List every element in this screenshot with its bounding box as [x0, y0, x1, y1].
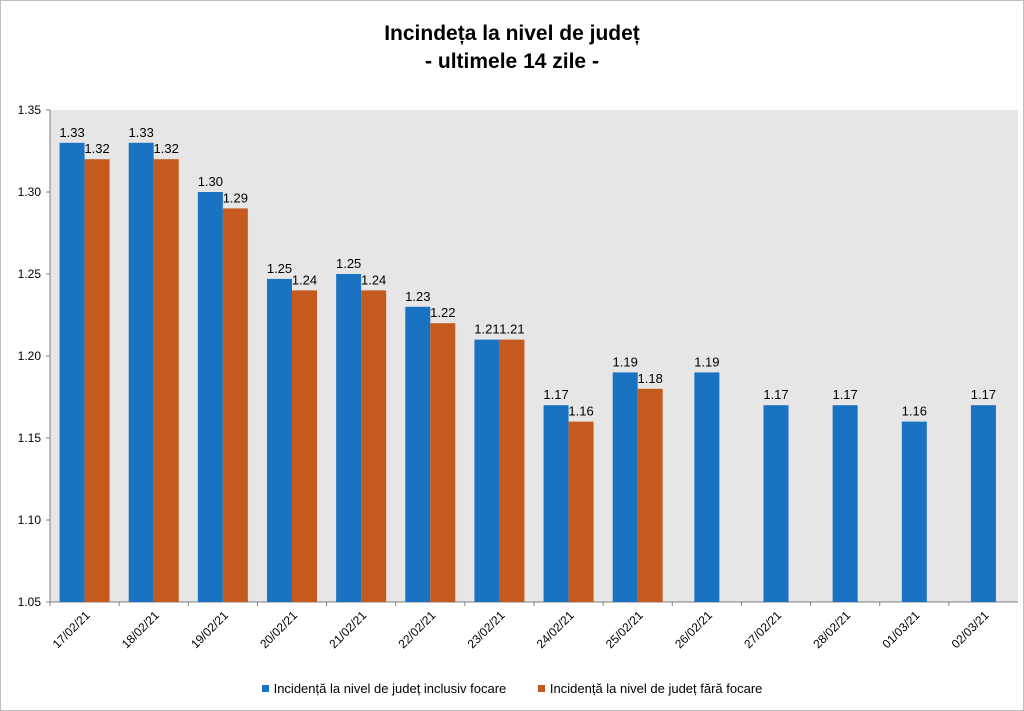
y-tick-label: 1.30 [18, 185, 42, 199]
x-tick-label: 01/03/21 [879, 608, 922, 651]
legend-swatch-series2 [537, 685, 545, 692]
data-label-series2: 1.24 [361, 272, 386, 287]
y-tick-label: 1.20 [18, 349, 42, 363]
x-tick-label: 25/02/21 [603, 608, 646, 651]
y-tick-label: 1.25 [18, 267, 42, 281]
data-label-series2: 1.32 [84, 141, 109, 156]
bar-series2 [499, 339, 525, 602]
data-label-series1: 1.19 [613, 354, 638, 369]
bar-series2 [568, 421, 594, 602]
y-tick-label: 1.35 [18, 103, 42, 117]
bar-series1 [543, 405, 569, 602]
legend-swatch-series1 [261, 685, 269, 692]
bar-series1 [694, 372, 720, 602]
x-tick-label: 27/02/21 [741, 608, 784, 651]
x-tick-label: 24/02/21 [534, 608, 577, 651]
bar-series1 [267, 278, 292, 602]
data-label-series2: 1.29 [223, 190, 248, 205]
bar-series2 [361, 290, 387, 602]
bar-series2 [153, 159, 179, 602]
data-label-series1: 1.33 [129, 125, 154, 140]
bar-series1 [197, 192, 223, 602]
legend-label-series2: Incidență la nivel de județ fără focare [549, 681, 763, 696]
data-label-series1: 1.17 [763, 387, 788, 402]
legend-label-series1: Incidență la nivel de județ inclusiv foc… [273, 681, 507, 696]
chart-subtitle: - ultimele 14 zile - [425, 50, 599, 73]
data-label-series1: 1.33 [59, 125, 84, 140]
legend-item-series2: Incidență la nivel de județ fără focare [537, 681, 763, 696]
bar-series1 [59, 142, 85, 603]
data-label-series1: 1.21 [474, 322, 499, 337]
bar-series1 [901, 421, 927, 602]
x-tick-label: 02/03/21 [949, 608, 992, 651]
x-tick-label: 26/02/21 [672, 608, 715, 651]
x-tick-label: 18/02/21 [119, 608, 162, 651]
x-tick-label: 21/02/21 [326, 608, 369, 651]
bar-series1 [763, 405, 789, 602]
y-tick-label: 1.05 [18, 595, 42, 609]
bar-series1 [405, 306, 431, 602]
data-label-series1: 1.25 [267, 261, 292, 276]
bar-series1 [474, 339, 500, 602]
bar-series2 [222, 208, 248, 602]
x-tick-label: 17/02/21 [50, 608, 93, 651]
chart-legend: Incidență la nivel de județ inclusiv foc… [0, 680, 1024, 696]
data-label-series1: 1.23 [405, 289, 430, 304]
data-label-series1: 1.19 [694, 354, 719, 369]
bar-series1 [970, 405, 996, 602]
data-label-series1: 1.17 [971, 387, 996, 402]
x-tick-label: 22/02/21 [395, 608, 438, 651]
data-label-series2: 1.24 [292, 272, 317, 287]
x-tick-label: 19/02/21 [188, 608, 231, 651]
plot-area [50, 110, 1018, 602]
bar-series1 [336, 274, 362, 602]
legend-item-series1: Incidență la nivel de județ inclusiv foc… [261, 681, 507, 696]
bar-series1 [612, 372, 638, 602]
data-label-series2: 1.22 [430, 305, 455, 320]
y-tick-label: 1.10 [18, 513, 42, 527]
data-label-series1: 1.17 [832, 387, 857, 402]
bar-series1 [128, 142, 154, 603]
data-label-series1: 1.30 [198, 174, 223, 189]
bar-series2 [292, 290, 317, 602]
bar-series2 [430, 323, 456, 602]
x-tick-label: 23/02/21 [465, 608, 508, 651]
x-tick-label: 28/02/21 [810, 608, 853, 651]
bar-series2 [637, 388, 663, 602]
data-label-series1: 1.16 [902, 404, 927, 419]
data-label-series2: 1.21 [499, 322, 524, 337]
chart-title-line1: Incindeța la nivel de județ [384, 22, 640, 45]
data-label-series2: 1.18 [638, 371, 663, 386]
data-label-series1: 1.25 [336, 256, 361, 271]
bar-series1 [832, 405, 858, 602]
chart-title: Incindeța la nivel de județ - ultimele 1… [0, 20, 1024, 76]
data-label-series1: 1.17 [543, 387, 568, 402]
data-label-series2: 1.32 [154, 141, 179, 156]
bar-series2 [84, 159, 110, 602]
x-tick-label: 20/02/21 [257, 608, 300, 651]
data-label-series2: 1.16 [568, 404, 593, 419]
y-tick-label: 1.15 [18, 431, 42, 445]
